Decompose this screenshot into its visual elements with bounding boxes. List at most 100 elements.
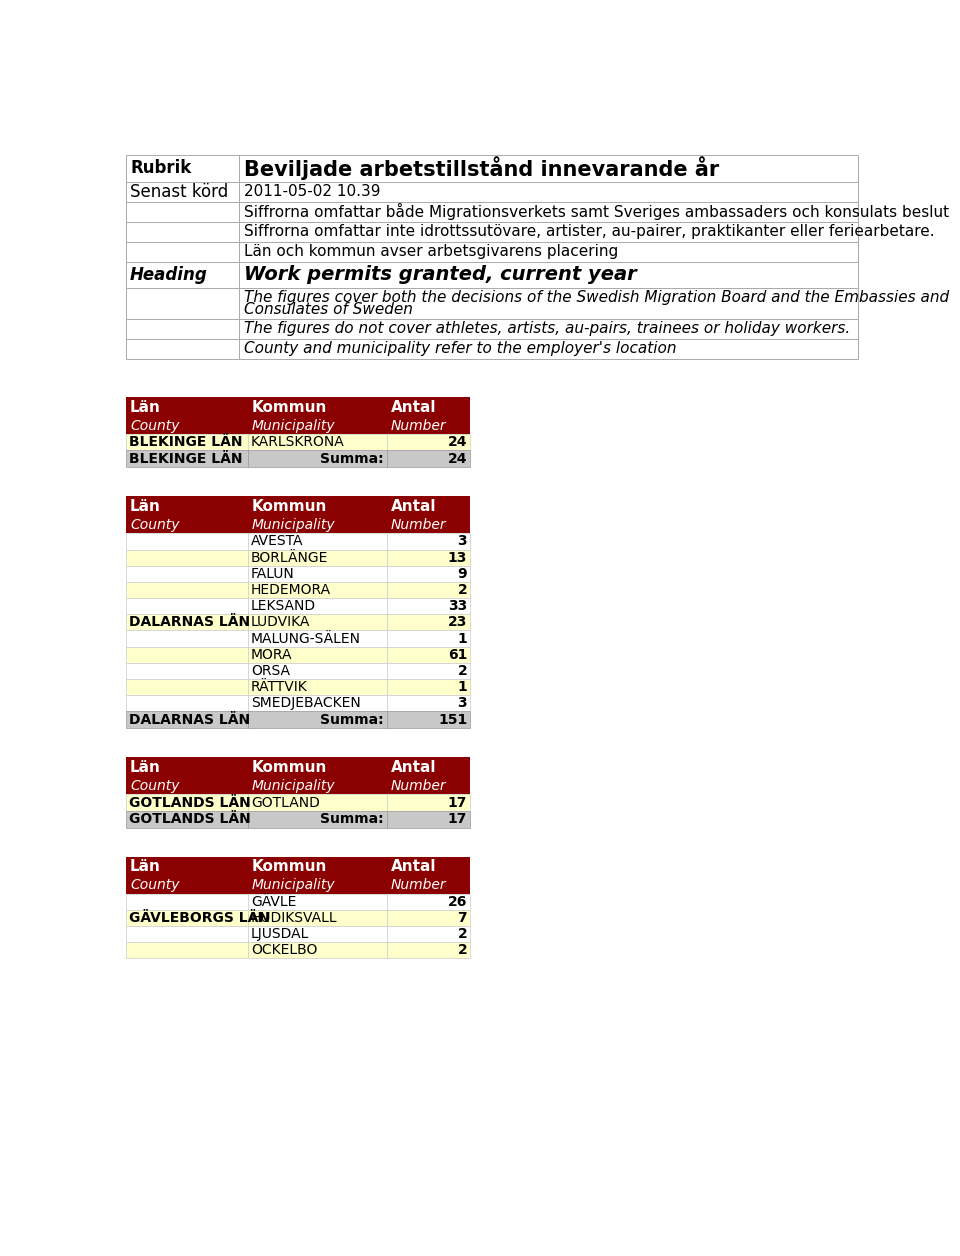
Text: Number: Number <box>391 418 446 432</box>
Bar <box>126 757 248 777</box>
Bar <box>387 777 470 795</box>
Text: County: County <box>130 779 180 793</box>
Text: Heading: Heading <box>130 266 207 284</box>
Bar <box>126 777 248 795</box>
Bar <box>126 221 239 241</box>
Text: 1: 1 <box>458 679 468 695</box>
Bar <box>248 942 387 958</box>
Text: The figures cover both the decisions of the Swedish Migration Board and the Emba: The figures cover both the decisions of … <box>244 290 949 304</box>
Text: 17: 17 <box>447 813 468 826</box>
Bar <box>126 550 248 565</box>
Text: ORSA: ORSA <box>251 664 290 678</box>
Bar <box>248 926 387 942</box>
Bar <box>248 909 387 926</box>
Bar <box>387 942 470 958</box>
Bar <box>387 397 470 417</box>
Bar <box>387 534 470 550</box>
Bar <box>248 496 387 516</box>
Bar <box>126 241 239 261</box>
Text: Län: Län <box>130 859 161 874</box>
Text: LUDVIKA: LUDVIKA <box>251 615 310 629</box>
Bar <box>387 631 470 647</box>
Bar <box>248 550 387 565</box>
Bar <box>248 614 387 631</box>
Bar <box>126 894 248 909</box>
Bar <box>126 857 248 877</box>
Bar <box>126 534 248 550</box>
Text: DALARNAS LÄN: DALARNAS LÄN <box>130 615 251 629</box>
Bar <box>248 397 387 417</box>
Text: County: County <box>130 878 180 892</box>
Text: Number: Number <box>391 517 446 533</box>
Bar <box>239 156 858 182</box>
Text: 24: 24 <box>447 452 468 466</box>
Bar <box>126 647 248 663</box>
Text: Antal: Antal <box>391 760 436 775</box>
Bar <box>248 582 387 598</box>
Bar <box>126 795 248 810</box>
Bar <box>387 663 470 679</box>
Bar <box>248 711 387 728</box>
Text: DALARNAS LÄN: DALARNAS LÄN <box>130 712 251 727</box>
Bar <box>239 261 858 288</box>
Text: 2: 2 <box>458 943 468 957</box>
Text: Municipality: Municipality <box>252 779 335 793</box>
Bar <box>248 695 387 711</box>
Bar <box>126 877 248 894</box>
Bar <box>239 201 858 221</box>
Text: AVESTA: AVESTA <box>251 535 303 549</box>
Bar <box>126 417 248 435</box>
Bar <box>248 598 387 614</box>
Bar <box>248 631 387 647</box>
Bar <box>248 795 387 810</box>
Bar <box>126 663 248 679</box>
Text: 151: 151 <box>438 712 468 727</box>
Text: BORLÄNGE: BORLÄNGE <box>251 550 328 565</box>
Text: The figures do not cover athletes, artists, au-pairs, trainees or holiday worker: The figures do not cover athletes, artis… <box>244 322 851 337</box>
Bar <box>126 156 239 182</box>
Bar <box>387 711 470 728</box>
Bar <box>387 894 470 909</box>
Text: Kommun: Kommun <box>252 499 327 514</box>
Bar <box>126 397 248 417</box>
Text: LEKSAND: LEKSAND <box>251 599 316 613</box>
Bar <box>387 877 470 894</box>
Text: 33: 33 <box>448 599 468 613</box>
Text: HEDEMORA: HEDEMORA <box>251 583 331 597</box>
Bar <box>239 182 858 201</box>
Bar <box>126 598 248 614</box>
Bar <box>239 221 858 241</box>
Text: Senast körd: Senast körd <box>130 182 228 201</box>
Text: Siffrorna omfattar både Migrationsverkets samt Sveriges ambassaders och konsulat: Siffrorna omfattar både Migrationsverket… <box>244 203 949 220</box>
Bar <box>387 565 470 582</box>
Bar <box>387 909 470 926</box>
Text: MALUNG-SÄLEN: MALUNG-SÄLEN <box>251 632 361 646</box>
Bar <box>387 496 470 516</box>
Bar <box>387 647 470 663</box>
Bar <box>248 647 387 663</box>
Bar <box>126 450 248 467</box>
Bar <box>387 450 470 467</box>
Bar <box>248 450 387 467</box>
Bar <box>126 319 239 339</box>
Bar <box>387 757 470 777</box>
Bar <box>248 663 387 679</box>
Bar <box>387 435 470 450</box>
Text: 7: 7 <box>458 911 468 924</box>
Text: SMEDJEBACKEN: SMEDJEBACKEN <box>251 696 361 710</box>
Text: GOTLANDS LÄN: GOTLANDS LÄN <box>130 813 252 826</box>
Bar <box>126 435 248 450</box>
Bar <box>126 942 248 958</box>
Text: 1: 1 <box>458 632 468 646</box>
Bar <box>248 894 387 909</box>
Bar <box>126 614 248 631</box>
Text: Number: Number <box>391 779 446 793</box>
Text: Kommun: Kommun <box>252 760 327 775</box>
Text: 13: 13 <box>447 550 468 565</box>
Bar <box>387 582 470 598</box>
Bar <box>387 695 470 711</box>
Text: Work permits granted, current year: Work permits granted, current year <box>244 265 636 284</box>
Text: Beviljade arbetstillstånd innevarande år: Beviljade arbetstillstånd innevarande år <box>244 157 719 181</box>
Bar <box>387 795 470 810</box>
Bar <box>126 182 239 201</box>
